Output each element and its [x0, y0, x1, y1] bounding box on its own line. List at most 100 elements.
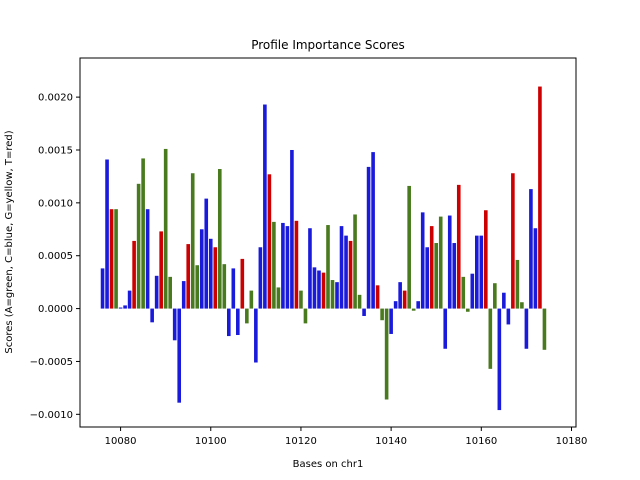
chart-title: Profile Importance Scores: [251, 38, 405, 52]
bar-C-10160: [479, 235, 484, 309]
bar-T-10089: [159, 231, 163, 309]
bar-C-10154: [452, 243, 457, 309]
bar-C-10100: [208, 238, 213, 309]
bar-C-10130: [344, 235, 348, 309]
bar-C-10172: [533, 228, 538, 309]
bar-C-10147: [420, 212, 425, 309]
bar-A-10091: [168, 276, 172, 309]
bar-C-10152: [443, 308, 448, 349]
bar-C-10094: [181, 281, 186, 309]
bar-A-10132: [353, 214, 357, 309]
bar-C-10128: [335, 282, 339, 309]
x-axis-label: Bases on chr1: [293, 459, 364, 470]
bar-A-10156: [461, 276, 466, 309]
bar-A-10109: [249, 290, 254, 309]
bar-T-10155: [456, 184, 461, 309]
bar-A-10157: [465, 308, 470, 312]
bar-C-10164: [497, 308, 502, 411]
bar-T-10173: [538, 86, 542, 309]
bar-C-10111: [258, 247, 263, 309]
bar-A-10127: [330, 280, 335, 309]
bar-C-10086: [145, 209, 150, 309]
bar-T-10131: [348, 240, 353, 309]
bar-C-10118: [290, 149, 294, 309]
bar-A-10097: [195, 265, 200, 309]
x-tick-label: 10080: [105, 436, 137, 447]
bar-A-10145: [411, 308, 416, 311]
bars-group: [100, 86, 547, 411]
bar-C-10081: [123, 305, 127, 309]
bar-C-10077: [105, 159, 109, 309]
bar-C-10088: [154, 275, 159, 309]
bar-A-10121: [303, 308, 308, 324]
bar-A-10168: [515, 259, 520, 309]
y-tick-label: −0.0005: [30, 357, 73, 368]
y-tick-label: 0.0010: [38, 198, 73, 209]
bar-A-10144: [407, 185, 411, 309]
bar-A-10103: [222, 264, 227, 309]
x-tick-label: 10180: [556, 436, 588, 447]
bar-C-10117: [285, 226, 290, 309]
bar-A-10169: [520, 302, 524, 309]
bar-T-10167: [511, 173, 515, 309]
bar-A-10114: [272, 221, 276, 309]
bar-A-10163: [493, 283, 497, 309]
bar-T-10125: [321, 272, 326, 309]
bar-C-10129: [339, 226, 344, 309]
bar-C-10166: [506, 308, 511, 325]
bar-C-10105: [231, 268, 236, 309]
y-ticks-group: −0.0010 −0.0005 0.0000 0.0005 0.0010 0.0015 0.…: [30, 93, 80, 421]
x-tick-label: 10140: [375, 436, 407, 447]
x-ticks-group: 10080 10100 10120 10140 10160 10180: [105, 427, 588, 447]
bar-A-10085: [141, 158, 145, 309]
bar-T-10083: [132, 240, 136, 309]
y-tick-label: 0.0000: [38, 304, 73, 315]
y-tick-label: 0.0020: [38, 93, 73, 104]
bar-C-10165: [502, 292, 506, 309]
bar-A-10138: [380, 308, 384, 321]
bar-A-10102: [217, 169, 222, 309]
bar-C-10080: [118, 307, 123, 309]
bar-T-10078: [109, 209, 114, 309]
bar-C-10122: [308, 228, 312, 309]
bar-C-10087: [150, 308, 154, 323]
bar-C-10134: [362, 308, 366, 316]
bar-C-10153: [447, 215, 452, 309]
bar-T-10143: [402, 290, 407, 309]
bar-C-10141: [393, 301, 398, 309]
bar-A-10108: [245, 308, 249, 324]
bar-A-10126: [326, 225, 330, 309]
x-tick-label: 10160: [465, 436, 497, 447]
bar-T-10149: [429, 226, 434, 309]
bar-A-10115: [276, 287, 281, 309]
bar-T-10095: [186, 244, 191, 309]
bar-A-10150: [434, 243, 439, 309]
bar-A-10162: [488, 308, 493, 369]
y-tick-label: 0.0005: [38, 251, 73, 262]
bar-A-10084: [136, 183, 141, 309]
bar-T-10107: [240, 258, 245, 309]
bar-A-10120: [299, 290, 303, 309]
bar-C-10148: [425, 247, 430, 309]
bar-A-10133: [357, 294, 362, 309]
bar-A-10151: [438, 216, 443, 309]
y-tick-label: 0.0015: [38, 145, 73, 156]
bar-C-10170: [524, 308, 529, 349]
bar-C-10110: [254, 308, 258, 363]
bar-C-10093: [177, 308, 182, 403]
bar-C-10098: [199, 229, 204, 309]
plot-frame: [79, 57, 577, 428]
bar-C-10159: [475, 235, 479, 309]
bar-C-10136: [371, 152, 375, 309]
bar-C-10112: [263, 104, 267, 309]
bar-C-10135: [366, 166, 371, 309]
x-tick-label: 10120: [285, 436, 317, 447]
bar-A-10096: [190, 173, 195, 309]
bar-T-10119: [294, 220, 299, 309]
bar-C-10140: [389, 308, 393, 334]
bar-C-10124: [317, 270, 321, 309]
bar-C-10082: [127, 290, 132, 309]
bar-C-10092: [172, 308, 177, 341]
